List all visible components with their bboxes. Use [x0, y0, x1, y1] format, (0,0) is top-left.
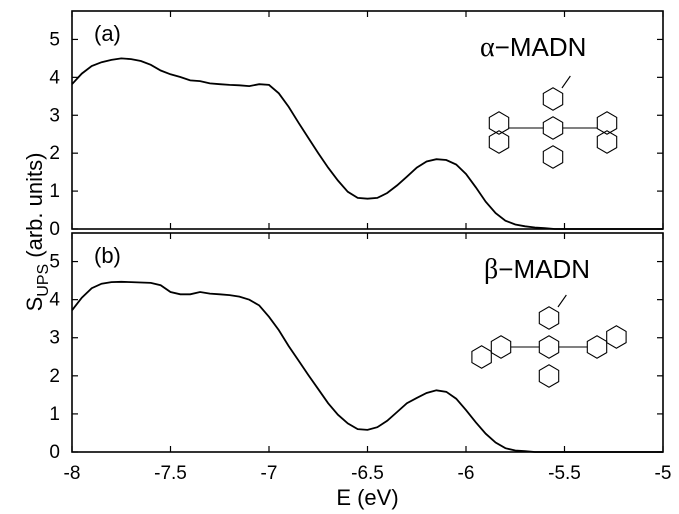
x-tick-label-1: -7.5 [154, 463, 187, 484]
panel-0-y-tick-label-4: 4 [49, 67, 60, 88]
panel-a-molecule-greek: α [480, 32, 495, 63]
methyl-bond [557, 294, 567, 308]
panel-b-molecule-dash: − [498, 254, 513, 284]
panel-1-y-tick-label-4: 4 [49, 290, 60, 311]
panel-a-molecule-label: α−MADN [480, 32, 586, 63]
x-tick-label-4: -6 [458, 463, 475, 484]
methyl-bond [561, 75, 571, 89]
naphthyl-ring-1 [488, 130, 510, 154]
panel-0-y-tick-label-1: 1 [49, 181, 60, 202]
naphthyl-ring-0 [488, 111, 510, 135]
panel-a-plot-area: 0 1 2 3 4 5 [49, 11, 664, 240]
panel-0-y-tick-label-2: 2 [49, 143, 60, 164]
beta-madn-structure-icon [471, 294, 627, 388]
naphthyl-ring-3 [606, 325, 627, 349]
naphthyl-ring-3 [596, 130, 618, 154]
naphthyl-ring-1 [471, 345, 492, 369]
molecule-ring-1 [542, 116, 564, 140]
molecule-ring-1 [538, 335, 560, 359]
panel-b-molecule-label: β−MADN [484, 254, 590, 285]
panel-a-label: (a) [94, 21, 121, 46]
panel-0-spectrum-line [71, 57, 663, 230]
panel-b-label: (b) [94, 243, 121, 268]
molecule-ring-2 [538, 364, 560, 388]
molecule-ring-0 [538, 306, 560, 330]
panel-a-molecule-dash: − [495, 32, 510, 62]
panel-1-y-tick-label-1: 1 [49, 404, 60, 425]
panel-b: 0 1 2 3 4 5 -8 -7.5 -7 -6.5 -6 -5.5 -5 (b) β−MADN [49, 232, 671, 484]
naphthyl-ring-2 [586, 335, 608, 359]
panel-1-y-tick-label-2: 2 [49, 366, 60, 387]
x-tick-label-3: -6.5 [351, 463, 384, 484]
panel-1-y-tick-label-3: 3 [49, 328, 60, 349]
panel-a-molecule-name: MADN [510, 32, 587, 62]
panel-1-spectrum-line [71, 280, 663, 453]
molecule-ring-0 [542, 87, 564, 111]
y-axis-label: SUPS (arb. units) [22, 153, 52, 312]
y-axis-label-subscript: UPS [35, 264, 52, 297]
panel-1-y-tick-label-5: 5 [49, 252, 60, 273]
x-tick-label-2: -7 [261, 463, 278, 484]
panel-b-molecule-greek: β [484, 254, 498, 285]
naphthyl-ring-0 [490, 335, 512, 359]
panel-a: 0 1 2 3 4 5 (a) α−MADN [49, 10, 664, 240]
panel-b-plot-area: 0 1 2 3 4 5 -8 -7.5 -7 -6.5 -6 -5.5 -5 [49, 233, 671, 484]
panel-0-y-tick-label-0: 0 [49, 219, 60, 240]
molecule-ring-2 [542, 145, 564, 169]
y-axis-label-units: (arb. units) [22, 153, 47, 264]
x-axis-label: E (eV) [336, 485, 398, 510]
y-axis-label-main: S [22, 297, 47, 312]
panel-0-y-tick-label-3: 3 [49, 105, 60, 126]
panel-1-y-tick-label-0: 0 [49, 442, 60, 463]
x-tick-label-6: -5 [655, 463, 672, 484]
panel-b-molecule-name: MADN [513, 254, 590, 284]
alpha-madn-structure-icon [488, 75, 618, 169]
x-tick-label-0: -8 [64, 463, 81, 484]
panel-0-y-tick-label-5: 5 [49, 29, 60, 50]
x-tick-label-5: -5.5 [548, 463, 581, 484]
naphthyl-ring-2 [596, 111, 618, 135]
